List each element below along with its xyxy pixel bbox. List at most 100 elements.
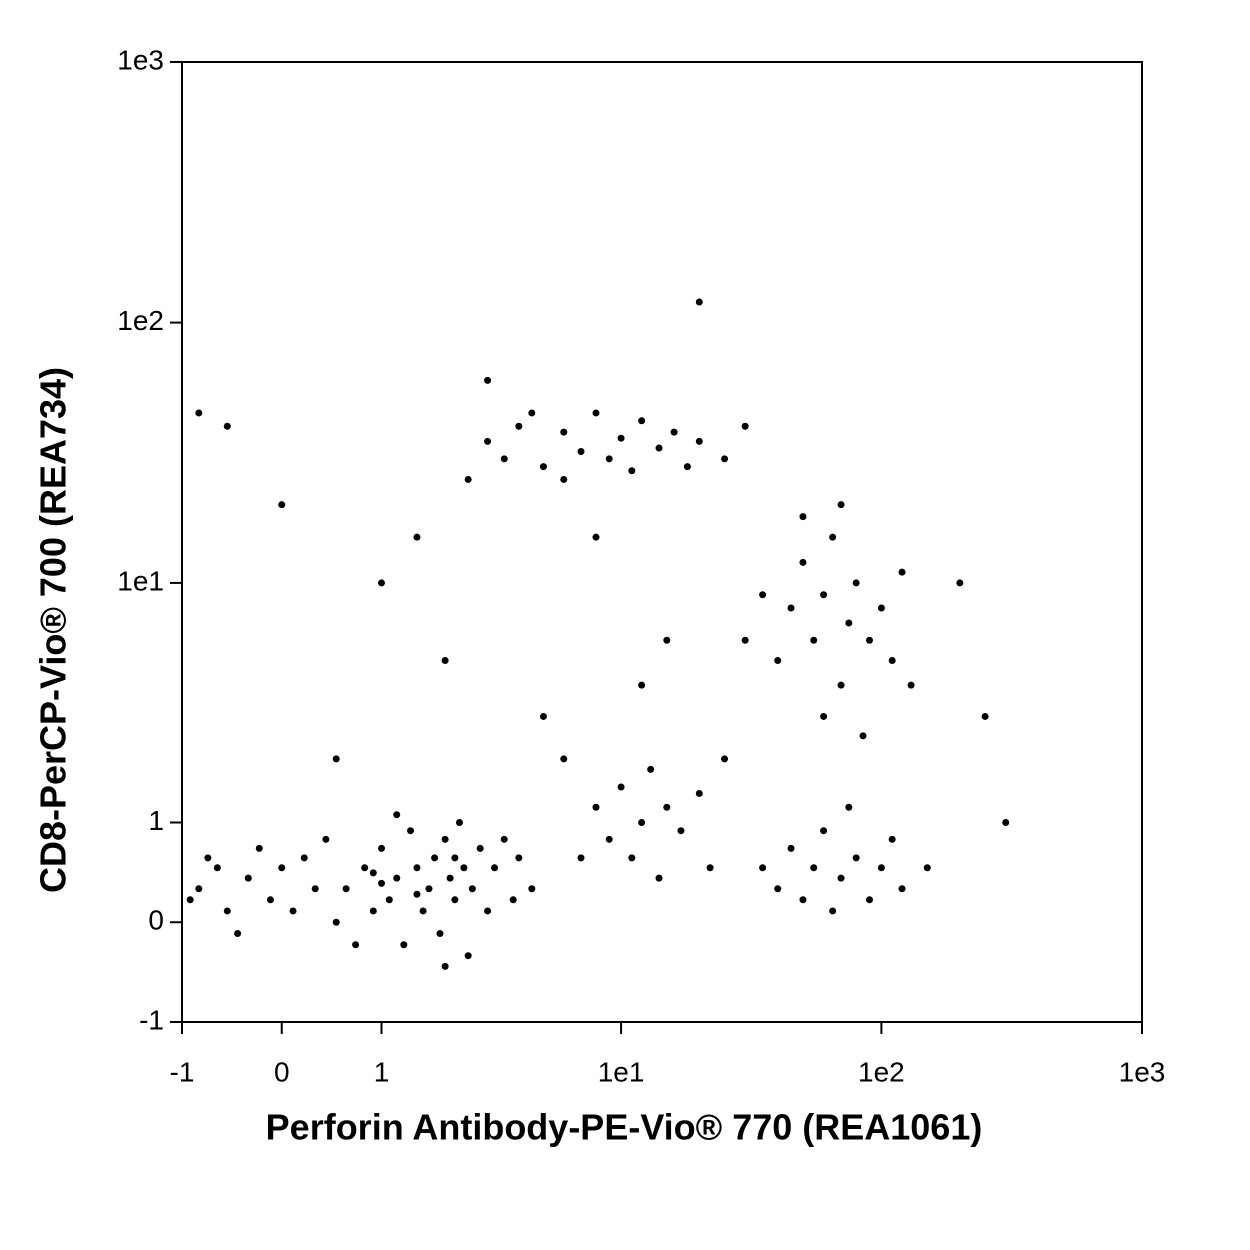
point	[322, 835, 330, 843]
point	[446, 874, 454, 882]
y-tick-label: 1e1	[117, 565, 164, 596]
point	[393, 874, 401, 882]
point	[484, 907, 492, 915]
point	[393, 811, 401, 819]
point	[852, 854, 860, 862]
point	[617, 434, 625, 442]
point	[810, 636, 818, 644]
x-tick-label: -1	[170, 1056, 195, 1087]
x-tick-label: 1e3	[1119, 1056, 1166, 1087]
point	[342, 885, 350, 893]
point	[431, 854, 439, 862]
point	[695, 437, 703, 445]
point	[425, 885, 433, 893]
point	[706, 864, 714, 872]
point	[195, 409, 203, 417]
point	[1002, 818, 1010, 826]
point	[484, 437, 492, 445]
point	[332, 755, 340, 763]
point	[332, 918, 340, 926]
y-tick-label: 1e2	[117, 305, 164, 336]
point	[484, 376, 492, 384]
point	[413, 533, 421, 541]
point	[638, 417, 646, 425]
point	[234, 930, 242, 938]
point	[464, 475, 472, 483]
point	[677, 827, 685, 835]
point	[369, 907, 377, 915]
point	[898, 885, 906, 893]
point	[628, 854, 636, 862]
point	[204, 854, 212, 862]
point	[500, 455, 508, 463]
point	[468, 885, 476, 893]
point	[829, 533, 837, 541]
point	[647, 765, 655, 773]
point	[385, 896, 393, 904]
point	[436, 930, 444, 938]
point	[787, 604, 795, 612]
point	[509, 896, 517, 904]
x-tick-label: 1	[374, 1056, 390, 1087]
point	[663, 803, 671, 811]
point	[638, 681, 646, 689]
point	[695, 298, 703, 306]
point	[628, 467, 636, 475]
point	[787, 844, 795, 852]
point	[865, 636, 873, 644]
point	[266, 896, 274, 904]
point	[859, 732, 867, 740]
point	[278, 864, 286, 872]
point	[877, 604, 885, 612]
point	[369, 869, 377, 877]
point	[852, 579, 860, 587]
point	[592, 803, 600, 811]
point	[605, 835, 613, 843]
point	[491, 864, 499, 872]
point	[528, 409, 536, 417]
point	[451, 896, 459, 904]
point	[441, 657, 449, 665]
point	[186, 896, 194, 904]
point	[195, 885, 203, 893]
point	[605, 455, 613, 463]
y-axis-title: CD8-PerCP-Vio® 700 (REA734)	[33, 367, 74, 893]
point	[539, 712, 547, 720]
point	[845, 619, 853, 627]
x-axis-title: Perforin Antibody-PE-Vio® 770 (REA1061)	[266, 1107, 983, 1148]
point	[655, 874, 663, 882]
point	[413, 864, 421, 872]
point	[413, 890, 421, 898]
point	[378, 844, 386, 852]
point	[378, 579, 386, 587]
point	[577, 854, 585, 862]
point	[888, 657, 896, 665]
point	[670, 428, 678, 436]
point	[515, 854, 523, 862]
y-tick-label: 1	[148, 805, 164, 836]
point	[378, 879, 386, 887]
point	[278, 501, 286, 509]
point	[361, 864, 369, 872]
point	[774, 657, 782, 665]
point	[213, 864, 221, 872]
y-tick-label: 1e3	[117, 44, 164, 75]
point	[441, 962, 449, 970]
point	[560, 428, 568, 436]
point	[820, 827, 828, 835]
point	[981, 712, 989, 720]
point	[407, 827, 415, 835]
plot-frame	[181, 61, 1143, 1023]
point	[441, 835, 449, 843]
point	[592, 409, 600, 417]
point	[837, 681, 845, 689]
point	[500, 835, 508, 843]
point	[419, 907, 427, 915]
y-tick-label: 0	[148, 905, 164, 936]
point	[829, 907, 837, 915]
point	[799, 558, 807, 566]
point	[837, 874, 845, 882]
point	[476, 844, 484, 852]
point	[820, 712, 828, 720]
